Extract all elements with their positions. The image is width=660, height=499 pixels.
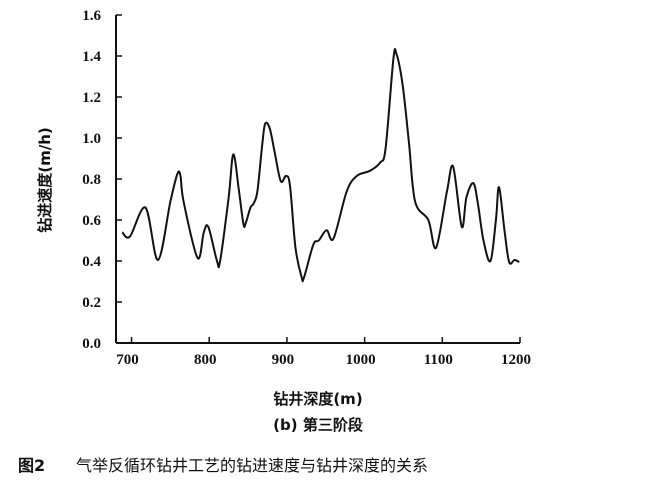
figure-number: 图2 xyxy=(18,456,45,475)
x-tick-label: 1000 xyxy=(346,352,376,368)
x-tick-label: 900 xyxy=(272,352,295,368)
y-tick-label: 0.8 xyxy=(82,172,101,188)
y-tick-label: 0.4 xyxy=(82,254,101,270)
series-line xyxy=(121,47,520,283)
x-axis-label: 钻井深度(m) xyxy=(273,390,362,408)
y-tick-label: 0.0 xyxy=(82,336,101,352)
y-tick-label: 0.2 xyxy=(82,295,101,311)
x-tick-label: 1100 xyxy=(424,352,453,368)
y-axis-label: 钻进速度(m/h) xyxy=(36,127,54,233)
y-tick-label: 1.0 xyxy=(82,131,101,147)
x-tick-label: 1200 xyxy=(501,352,531,368)
y-tick-label: 1.6 xyxy=(82,8,101,24)
y-tick-label: 1.2 xyxy=(82,90,101,106)
x-tick-label: 700 xyxy=(116,352,139,368)
figure-caption: 气举反循环钻井工艺的钻进速度与钻井深度的关系 xyxy=(76,456,428,475)
chart-subtitle: (b) 第三阶段 xyxy=(273,416,363,434)
y-tick-label: 0.6 xyxy=(82,213,101,229)
x-tick-label: 800 xyxy=(194,352,217,368)
y-tick-label: 1.4 xyxy=(82,49,101,65)
